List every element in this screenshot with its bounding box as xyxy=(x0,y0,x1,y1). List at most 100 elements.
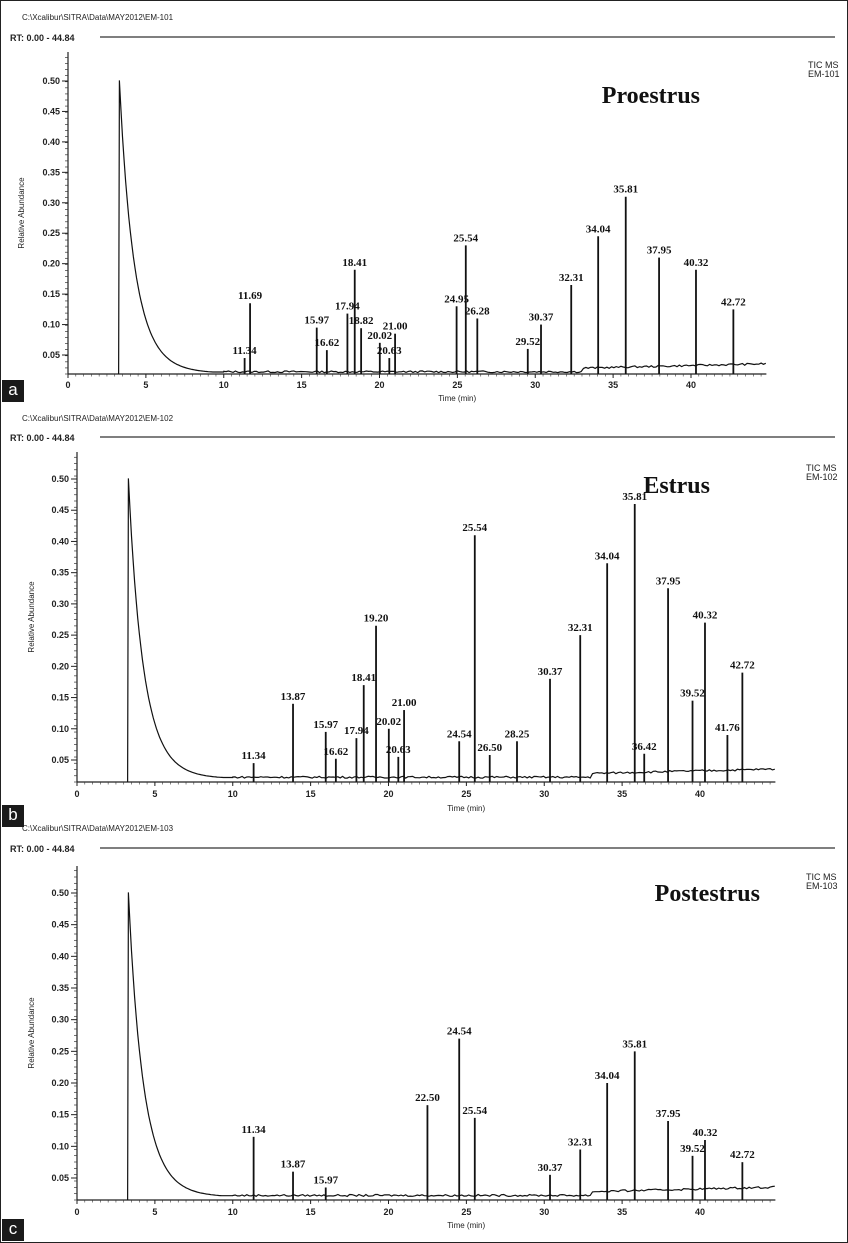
peak-label: 40.32 xyxy=(693,1127,718,1139)
y-tick-label: 0.35 xyxy=(51,983,69,993)
x-tick-label: 5 xyxy=(152,789,157,799)
peak-label: 20.02 xyxy=(367,330,392,342)
y-axis-label: Relative Abundance xyxy=(27,997,36,1069)
peak-label: 42.72 xyxy=(730,660,755,672)
y-tick-label: 0.05 xyxy=(51,755,69,765)
peak-label: 25.54 xyxy=(453,232,478,244)
peak-label: 34.04 xyxy=(595,550,620,562)
x-tick-label: 40 xyxy=(695,1207,705,1217)
x-axis-label: Time (min) xyxy=(447,1221,485,1230)
tic-trace xyxy=(118,80,767,375)
y-tick-label: 0.15 xyxy=(51,1110,69,1120)
y-tick-label: 0.20 xyxy=(42,259,60,269)
chart-panel-c: C:\Xcalibur\SITRA\Data\MAY2012\EM-103 RT:… xyxy=(10,824,838,1230)
peak-label: 11.69 xyxy=(238,290,263,302)
y-tick-label: 0.25 xyxy=(51,1046,69,1056)
peak-label: 17.94 xyxy=(335,301,360,313)
peak-label: 20.63 xyxy=(386,744,411,756)
peak-label: 18.41 xyxy=(342,257,367,269)
sample-label: EM-101 xyxy=(808,69,840,79)
y-tick-label: 0.50 xyxy=(51,888,69,898)
x-tick-label: 0 xyxy=(74,1207,79,1217)
y-tick-label: 0.35 xyxy=(51,568,69,578)
peak-label: 40.32 xyxy=(684,257,709,269)
peak-label: 24.54 xyxy=(447,728,472,740)
peak-label: 18.41 xyxy=(351,672,376,684)
x-tick-label: 25 xyxy=(461,1207,471,1217)
y-tick-label: 0.45 xyxy=(51,920,69,930)
y-tick-label: 0.15 xyxy=(42,289,60,299)
peak-label: 34.04 xyxy=(595,1070,620,1082)
peak-label: 26.28 xyxy=(465,305,490,317)
peak-label: 41.76 xyxy=(715,722,740,734)
y-tick-label: 0.30 xyxy=(51,1015,69,1025)
sample-label: EM-103 xyxy=(806,881,838,891)
y-tick-label: 0.40 xyxy=(51,951,69,961)
y-tick-label: 0.45 xyxy=(42,106,60,116)
y-tick-label: 0.45 xyxy=(51,505,69,515)
x-tick-label: 35 xyxy=(608,380,618,390)
peak-label: 25.54 xyxy=(462,522,487,534)
peak-label: 20.63 xyxy=(377,345,402,357)
x-tick-label: 25 xyxy=(452,380,462,390)
peak-label: 36.42 xyxy=(632,741,657,753)
peak-label: 32.31 xyxy=(559,272,584,284)
peak-label: 15.97 xyxy=(304,315,329,327)
panel-tag-a: a xyxy=(2,380,24,402)
x-tick-label: 15 xyxy=(297,380,307,390)
peak-label: 15.97 xyxy=(313,1175,338,1187)
x-tick-label: 30 xyxy=(530,380,540,390)
peak-label: 32.31 xyxy=(568,1137,593,1149)
y-tick-label: 0.05 xyxy=(51,1173,69,1183)
peak-label: 30.37 xyxy=(538,666,563,678)
x-tick-label: 0 xyxy=(74,789,79,799)
peak-label: 11.34 xyxy=(242,1124,267,1136)
panel-tag-b: b xyxy=(2,805,24,827)
chart-panel-a: C:\Xcalibur\SITRA\Data\MAY2012\EM-101 RT:… xyxy=(10,13,840,403)
peak-label: 21.00 xyxy=(383,321,408,333)
peak-label: 19.20 xyxy=(364,613,389,625)
y-axis-label: Relative Abundance xyxy=(17,177,26,249)
y-tick-label: 0.25 xyxy=(51,630,69,640)
peak-label: 24.95 xyxy=(444,293,469,305)
peak-label: 40.32 xyxy=(693,610,718,622)
y-axis-label: Relative Abundance xyxy=(27,581,36,653)
chart-panel-b: C:\Xcalibur\SITRA\Data\MAY2012\EM-102 RT:… xyxy=(10,414,838,813)
sample-label: EM-102 xyxy=(806,472,838,482)
tic-trace xyxy=(127,478,775,783)
peak-label: 16.62 xyxy=(314,337,339,349)
peak-label: 37.95 xyxy=(647,245,672,257)
x-axis-label: Time (min) xyxy=(438,394,476,403)
x-tick-label: 5 xyxy=(143,380,148,390)
x-tick-label: 20 xyxy=(383,789,393,799)
peak-label: 13.87 xyxy=(281,691,306,703)
y-tick-label: 0.20 xyxy=(51,1078,69,1088)
y-tick-label: 0.30 xyxy=(42,198,60,208)
x-tick-label: 15 xyxy=(306,789,316,799)
x-tick-label: 0 xyxy=(65,380,70,390)
file-path: C:\Xcalibur\SITRA\Data\MAY2012\EM-102 xyxy=(22,414,174,423)
peak-label: 42.72 xyxy=(721,296,746,308)
y-tick-label: 0.50 xyxy=(51,474,69,484)
peak-label: 39.52 xyxy=(680,1143,705,1155)
tic-trace xyxy=(127,892,775,1201)
peak-label: 30.37 xyxy=(538,1162,563,1174)
peak-label: 37.95 xyxy=(656,575,681,587)
x-tick-label: 10 xyxy=(228,1207,238,1217)
y-tick-label: 0.05 xyxy=(42,350,60,360)
x-tick-label: 20 xyxy=(383,1207,393,1217)
x-tick-label: 5 xyxy=(152,1207,157,1217)
x-tick-label: 20 xyxy=(374,380,384,390)
panel-title: Estrus xyxy=(643,473,710,499)
peak-label: 35.81 xyxy=(622,1038,647,1050)
peak-label: 11.34 xyxy=(242,750,267,762)
x-tick-label: 25 xyxy=(461,789,471,799)
rt-range: RT: 0.00 - 44.84 xyxy=(10,844,75,854)
peak-label: 26.50 xyxy=(477,742,502,754)
panel-title: Postestrus xyxy=(655,881,760,907)
peak-label: 37.95 xyxy=(656,1108,681,1120)
peak-label: 17.94 xyxy=(344,725,369,737)
y-tick-label: 0.40 xyxy=(42,137,60,147)
x-tick-label: 35 xyxy=(617,789,627,799)
peak-label: 35.81 xyxy=(613,184,638,196)
